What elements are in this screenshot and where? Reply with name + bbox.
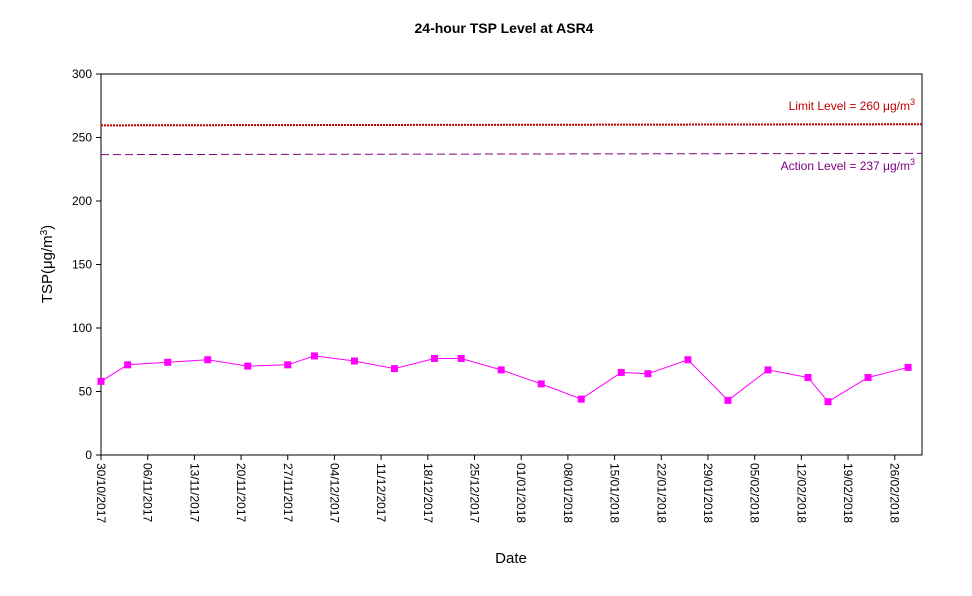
data-point (804, 374, 812, 382)
x-tick-label: 26/02/2018 (888, 463, 902, 523)
data-point (617, 368, 625, 376)
data-point (824, 398, 832, 406)
data-point (577, 395, 585, 403)
series-layer (97, 352, 912, 406)
data-point (864, 374, 872, 382)
x-tick-label: 19/02/2018 (841, 463, 855, 523)
x-tick-label: 08/01/2018 (561, 463, 575, 523)
data-point (310, 352, 318, 360)
data-point (537, 380, 545, 388)
y-tick-label: 150 (72, 258, 92, 272)
data-point (350, 357, 358, 365)
x-tick-label: 18/12/2017 (421, 463, 435, 523)
x-tick-label: 01/01/2018 (514, 463, 528, 523)
x-tick-label: 30/10/2017 (94, 463, 108, 523)
x-tick-label: 22/01/2018 (654, 463, 668, 523)
y-tick-label: 250 (72, 131, 92, 145)
x-tick-label: 04/12/2017 (327, 463, 341, 523)
plot-frame (100, 73, 923, 456)
data-point (124, 361, 132, 369)
data-point (644, 370, 652, 378)
x-axis-title: Date (495, 550, 527, 567)
reference-lines: Limit Level = 260 μg/m3 Action Level = 23… (100, 97, 923, 173)
data-point (457, 354, 465, 362)
x-tick-label: 06/11/2017 (141, 463, 155, 522)
x-tick-label: 20/11/2017 (234, 463, 248, 522)
y-tick-label: 200 (72, 194, 92, 208)
data-point (244, 362, 252, 370)
limit-level-label: Limit Level = 260 μg/m3 (789, 97, 915, 113)
data-point (164, 358, 172, 366)
limit-level-line (100, 123, 923, 127)
x-tick-label: 25/12/2017 (468, 463, 482, 523)
data-point (431, 354, 438, 362)
data-point (97, 377, 105, 385)
chart-title: 24-hour TSP Level at ASR4 (415, 20, 594, 36)
y-axis: 0 50 100 150 200 250 300 (72, 67, 101, 462)
data-point (497, 366, 505, 374)
series-line (100, 355, 909, 403)
y-axis-title: TSP(μg/m3) (39, 225, 57, 303)
data-point (724, 396, 732, 404)
data-point (284, 361, 292, 369)
data-point (684, 356, 692, 364)
data-point (204, 356, 212, 364)
x-tick-label: 29/01/2018 (701, 463, 715, 523)
y-tick-label: 0 (85, 448, 92, 462)
x-tick-label: 13/11/2017 (187, 463, 201, 522)
x-tick-label: 11/12/2017 (374, 463, 388, 522)
data-point (764, 366, 772, 374)
x-tick-label: 27/11/2017 (281, 463, 295, 522)
data-point (390, 365, 398, 373)
x-tick-label: 05/02/2018 (748, 463, 762, 523)
y-tick-label: 300 (72, 67, 92, 81)
x-tick-label: 15/01/2018 (608, 463, 622, 523)
action-level-line (100, 152, 923, 156)
action-level-label: Action Level = 237 μg/m3 (781, 157, 915, 173)
x-axis: 30/10/2017 06/11/2017 13/11/2017 20/11/2017… (94, 455, 902, 523)
y-tick-label: 50 (79, 385, 93, 399)
x-tick-label: 12/02/2018 (794, 463, 808, 523)
data-point (904, 363, 912, 371)
y-tick-label: 100 (72, 321, 92, 335)
